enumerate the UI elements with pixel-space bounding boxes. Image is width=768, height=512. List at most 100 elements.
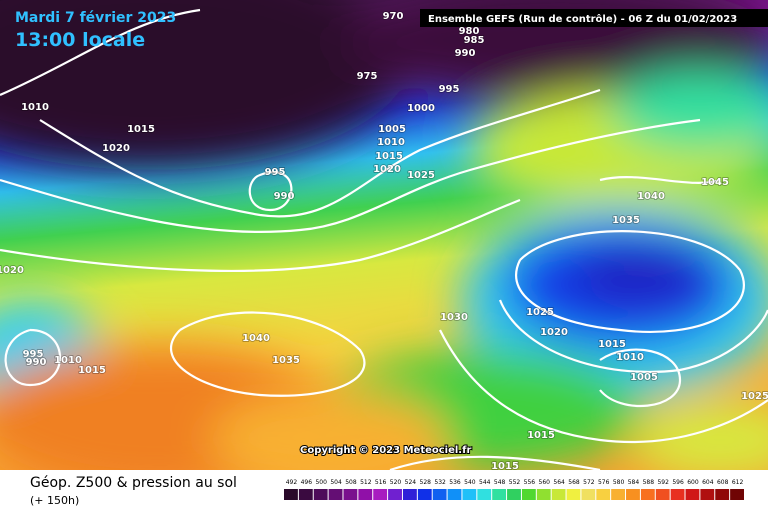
- isobar-label: 1040: [637, 191, 665, 202]
- scale-swatch: [298, 489, 313, 500]
- isobar-label: 1020: [373, 164, 401, 175]
- scale-label: 532: [434, 479, 446, 486]
- isobar-label: 1035: [612, 215, 640, 226]
- scale-label: 592: [657, 479, 669, 486]
- isobar-label: 995: [439, 84, 460, 95]
- scale-swatch: [611, 489, 626, 500]
- footer-title: Géop. Z500 & pression au sol: [30, 475, 237, 491]
- scale-swatch: [402, 489, 417, 500]
- isobar-label: 1025: [741, 391, 768, 402]
- isobar-label: 1010: [21, 102, 49, 113]
- scale-label: 504: [330, 479, 342, 486]
- scale-label: 552: [509, 479, 521, 486]
- isobar-label: 1010: [54, 355, 82, 366]
- scale-swatch: [388, 489, 402, 500]
- scale-label: 492: [286, 479, 298, 486]
- isobar-label: 990: [455, 48, 476, 59]
- isobar-label: 1015: [527, 430, 555, 441]
- scale-swatch: [521, 489, 536, 500]
- run-label: Ensemble GEFS (Run de contrôle) - 06 Z d…: [428, 13, 737, 25]
- scale-swatch: [655, 489, 670, 500]
- scale-swatch: [507, 489, 521, 500]
- isobar-label: 1015: [598, 339, 626, 350]
- isobar-label: 1015: [491, 461, 519, 472]
- scale-swatch: [566, 489, 581, 500]
- scale-swatch: [358, 489, 373, 500]
- isobar-label: 985: [464, 35, 485, 46]
- isobar-label: 1030: [440, 312, 468, 323]
- isobar-label: 1020: [102, 143, 130, 154]
- scale-swatch: [447, 489, 462, 500]
- map-field: 9709809859909759951000100510101015102010…: [0, 0, 768, 472]
- isobar-label: 995: [23, 349, 44, 360]
- isobar-label: 980: [459, 26, 480, 37]
- scale-label: 568: [568, 479, 580, 486]
- scale-label: 612: [732, 479, 744, 486]
- isobar-label: 1005: [378, 124, 406, 135]
- scale-label: 560: [539, 479, 551, 486]
- isobar-label: 1025: [407, 170, 435, 181]
- scale-swatch: [626, 489, 640, 500]
- isobar-label: 1000: [407, 103, 435, 114]
- scale-label: 572: [583, 479, 595, 486]
- scale-swatch: [536, 489, 551, 500]
- scale-swatch: [700, 489, 715, 500]
- scale-swatch: [640, 489, 655, 500]
- scale-swatch: [477, 489, 492, 500]
- isobar-label: 1020: [540, 327, 568, 338]
- scale-swatch: [492, 489, 507, 500]
- isobar-label: 995: [265, 167, 286, 178]
- color-scale: 492 496 500 504 508 512 516 520 524 528 532 536 540 5…: [284, 479, 744, 500]
- scale-label: 508: [345, 479, 357, 486]
- scale-swatch: [551, 489, 566, 500]
- scale-label: 604: [702, 479, 714, 486]
- scale-label: 596: [672, 479, 684, 486]
- scale-label: 536: [449, 479, 461, 486]
- scale-label: 544: [479, 479, 491, 486]
- scale-swatch: [730, 489, 744, 500]
- isobar-label: 990: [274, 191, 295, 202]
- isobar-label: 1020: [0, 265, 24, 276]
- scale-swatch: [373, 489, 388, 500]
- isobar-label: 970: [383, 11, 404, 22]
- isobar-label: 1015: [78, 365, 106, 376]
- copyright: Copyright © 2023 Meteociel.fr: [300, 445, 471, 456]
- scale-swatch: [417, 489, 432, 500]
- scale-label: 556: [524, 479, 536, 486]
- scale-label: 512: [360, 479, 372, 486]
- scale-label: 600: [687, 479, 699, 486]
- date-label: Mardi 7 février 2023: [15, 10, 176, 26]
- scale-swatch: [670, 489, 685, 500]
- scale-label: 548: [494, 479, 506, 486]
- scale-label: 528: [420, 479, 432, 486]
- isobar-label: 1005: [630, 372, 658, 383]
- scale-label: 576: [598, 479, 610, 486]
- scale-label: 520: [390, 479, 402, 486]
- scale-swatch: [432, 489, 447, 500]
- scale-swatch: [328, 489, 343, 500]
- scale-swatch: [313, 489, 328, 500]
- isobar-label: 1015: [375, 151, 403, 162]
- scale-label: 496: [301, 479, 313, 486]
- isobar-label: 990: [26, 357, 47, 368]
- scale-label: 584: [628, 479, 640, 486]
- isobar-label: 1010: [377, 137, 405, 148]
- scale-label: 564: [553, 479, 565, 486]
- footer-lead: (+ 150h): [30, 494, 79, 507]
- scale-label: 540: [464, 479, 476, 486]
- isobar-labels: 9709809859909759951000100510101015102010…: [0, 10, 768, 472]
- isobar-label: 1035: [272, 355, 300, 366]
- scale-label: 516: [375, 479, 387, 486]
- scale-label: 580: [613, 479, 625, 486]
- scale-swatch: [462, 489, 477, 500]
- scale-swatch: [284, 489, 298, 500]
- isobar-label: 1015: [127, 124, 155, 135]
- scale-label: 588: [643, 479, 655, 486]
- time-label: 13:00 locale: [15, 29, 145, 51]
- scale-swatch: [685, 489, 700, 500]
- scale-swatch: [343, 489, 358, 500]
- scale-swatch: [596, 489, 611, 500]
- scale-label: 524: [405, 479, 417, 486]
- isobar-label: 1045: [701, 177, 729, 188]
